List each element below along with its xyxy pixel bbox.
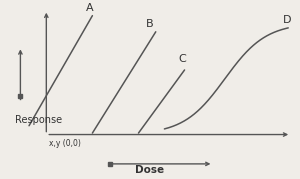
Text: Dose: Dose <box>135 165 165 175</box>
Text: C: C <box>179 54 187 64</box>
Text: x,y (0,0): x,y (0,0) <box>49 139 81 148</box>
Text: D: D <box>283 15 291 25</box>
Text: Response: Response <box>15 115 62 125</box>
Text: A: A <box>86 3 93 13</box>
Text: B: B <box>146 19 154 29</box>
